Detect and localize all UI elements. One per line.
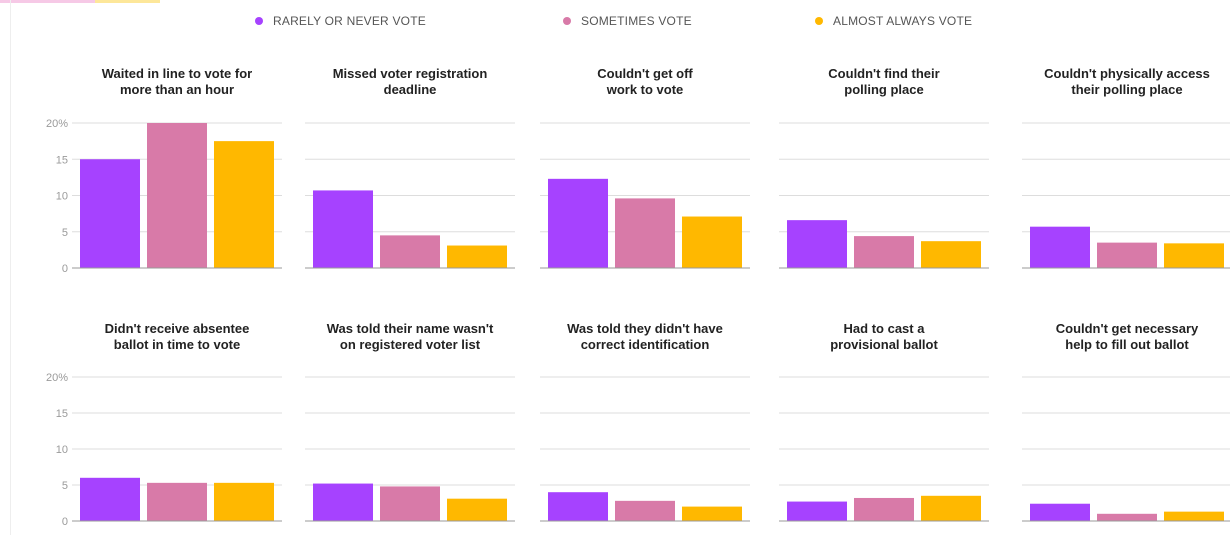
bar-sometimes <box>147 123 207 268</box>
y-tick-label: 0 <box>62 516 68 528</box>
y-tick-label: 5 <box>62 480 68 492</box>
panel-title-line: Had to cast a <box>844 321 926 336</box>
bar-almost <box>214 482 274 521</box>
panel-title-line: Missed voter registration <box>333 66 488 81</box>
legend-dot-almost <box>815 17 823 25</box>
panel-title-line: on registered voter list <box>340 337 481 352</box>
bar-rarely <box>1030 226 1090 268</box>
panel-title-line: polling place <box>844 82 923 97</box>
panel-title-line: provisional ballot <box>830 337 938 352</box>
bar-almost <box>682 216 742 268</box>
bar-sometimes <box>615 198 675 268</box>
bar-sometimes <box>147 482 207 521</box>
panel-title-line: correct identification <box>581 337 710 352</box>
panel-title-line: work to vote <box>606 82 684 97</box>
bar-rarely <box>787 220 847 268</box>
panel-title-line: help to fill out ballot <box>1065 337 1189 352</box>
panel-title-line: Waited in line to vote for <box>102 66 252 81</box>
y-tick-label: 15 <box>56 154 68 166</box>
legend-label-rarely: RARELY OR NEVER VOTE <box>273 14 426 28</box>
bar-rarely <box>787 501 847 521</box>
panel-title-line: deadline <box>384 82 437 97</box>
legend-label-sometimes: SOMETIMES VOTE <box>581 14 692 28</box>
panel-title-line: more than an hour <box>120 82 234 97</box>
legend-item-rarely: RARELY OR NEVER VOTE <box>255 14 426 28</box>
bar-rarely <box>548 178 608 268</box>
left-divider <box>10 0 11 535</box>
bar-rarely <box>1030 503 1090 521</box>
panel-title-line: Couldn't get off <box>597 66 693 81</box>
bar-sometimes <box>854 236 914 268</box>
y-tick-label: 10 <box>56 191 68 203</box>
legend-label-almost: ALMOST ALWAYS VOTE <box>833 14 973 28</box>
legend-dot-sometimes <box>563 17 571 25</box>
bar-rarely <box>313 190 373 268</box>
legend-item-almost: ALMOST ALWAYS VOTE <box>815 14 972 28</box>
bar-sometimes <box>380 486 440 521</box>
y-tick-label: 5 <box>62 227 68 239</box>
panel-title-line: Was told their name wasn't <box>327 321 494 336</box>
bar-almost <box>682 506 742 521</box>
bar-rarely <box>80 477 140 521</box>
bar-sometimes <box>854 497 914 521</box>
y-tick-label: 0 <box>62 263 68 275</box>
bar-rarely <box>313 483 373 521</box>
bar-almost <box>1164 243 1224 268</box>
bar-sometimes <box>615 500 675 521</box>
bar-almost <box>214 141 274 268</box>
bar-rarely <box>548 492 608 521</box>
bar-almost <box>921 495 981 521</box>
y-tick-label: 15 <box>56 408 68 420</box>
panel-title-line: their polling place <box>1071 82 1182 97</box>
panel-title-line: Couldn't find their <box>828 66 939 81</box>
y-tick-label: 20% <box>46 118 68 130</box>
panel-title-line: Couldn't physically access <box>1044 66 1210 81</box>
panel-title-line: Didn't receive absentee <box>105 321 250 336</box>
bar-almost <box>921 241 981 268</box>
panel-title-line: Was told they didn't have <box>567 321 723 336</box>
bar-sometimes <box>1097 242 1157 268</box>
bar-sometimes <box>380 235 440 268</box>
accent-pink <box>0 0 95 3</box>
legend-item-sometimes: SOMETIMES VOTE <box>563 14 692 28</box>
bar-almost <box>447 498 507 521</box>
top-accent-bar <box>0 0 160 3</box>
accent-yellow <box>95 0 160 3</box>
y-tick-label: 10 <box>56 444 68 456</box>
y-tick-label: 20% <box>46 372 68 384</box>
panel-title-line: Couldn't get necessary <box>1056 321 1199 336</box>
bar-almost <box>447 245 507 268</box>
legend-dot-rarely <box>255 17 263 25</box>
bar-almost <box>1164 511 1224 521</box>
bar-rarely <box>80 159 140 268</box>
bar-sometimes <box>1097 513 1157 521</box>
panel-title-line: ballot in time to vote <box>114 337 240 352</box>
